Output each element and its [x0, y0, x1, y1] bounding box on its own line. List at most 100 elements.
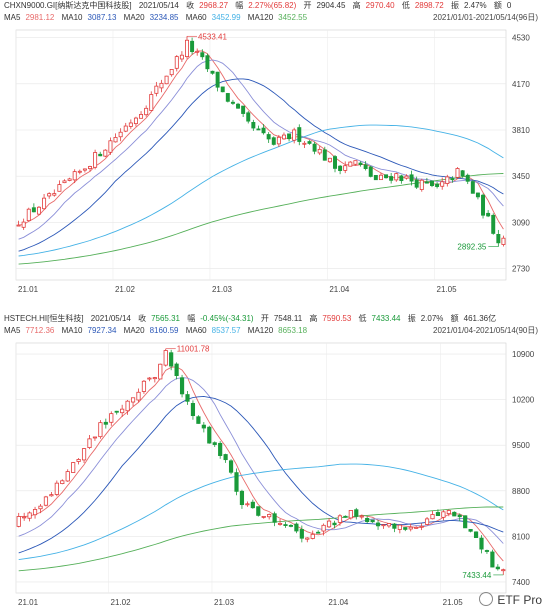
ma60-name: MA60	[185, 326, 207, 335]
candle-body	[128, 122, 133, 127]
candle-body	[441, 511, 446, 518]
candle-body	[190, 403, 196, 417]
close-label: 收	[186, 1, 195, 10]
ma5-line	[18, 50, 504, 230]
ma10-value: 3087.13	[87, 13, 117, 22]
candle-body	[108, 140, 113, 153]
candle-body	[337, 515, 343, 523]
candle-body	[305, 537, 310, 540]
candle-body	[297, 127, 302, 142]
candle-body	[36, 206, 41, 215]
ma120-name: MA120	[247, 13, 274, 22]
candle-body	[43, 496, 49, 506]
candle-body	[326, 520, 332, 528]
max-price-label: 4533.41	[198, 32, 227, 41]
candle-body	[358, 162, 363, 165]
candle-body	[92, 436, 98, 439]
candle-body	[468, 529, 473, 532]
candle-body	[307, 141, 312, 144]
candle-body	[114, 410, 119, 413]
candle-body	[435, 183, 440, 187]
candle-body	[234, 472, 239, 492]
candle-body	[154, 85, 159, 94]
candle-body	[359, 515, 364, 518]
candle-body	[185, 39, 189, 57]
y-tick-label: 2730	[512, 264, 530, 273]
candle-body	[481, 194, 486, 216]
candle-body	[479, 537, 484, 550]
candle-body	[266, 134, 271, 140]
candle-body	[475, 192, 480, 198]
open-value: 2904.45	[316, 1, 346, 10]
candle-body	[164, 75, 169, 85]
ma20-name: MA20	[123, 326, 145, 335]
candle-body	[292, 129, 297, 141]
candle-body	[158, 363, 163, 380]
candle-body	[118, 131, 123, 138]
candle-body	[218, 442, 223, 456]
change-value: -0.45%(-34.31)	[200, 314, 254, 323]
candle-body	[38, 505, 43, 510]
candle-body	[201, 424, 206, 429]
candle-body	[299, 529, 304, 539]
candle-body	[77, 170, 82, 173]
amplitude-label: 振	[407, 314, 416, 323]
change-value: 2.27%(65.82)	[248, 1, 297, 10]
chart-panel-chxn9000: CHXN9000.GI[纳斯达克中国科技股] 2021/05/14 收 2968.…	[0, 0, 550, 300]
max-price-label: 11001.78	[177, 345, 210, 354]
candle-body	[42, 197, 47, 210]
candle-body	[123, 125, 128, 132]
x-tick-label: 21.01	[18, 598, 39, 607]
candle-body	[470, 181, 475, 194]
candle-body	[343, 515, 348, 518]
ma20-line	[18, 78, 504, 252]
candle-body	[120, 408, 125, 414]
candle-body	[149, 94, 154, 111]
candle-body	[81, 448, 87, 461]
candle-body	[333, 156, 337, 169]
candle-body	[88, 166, 92, 169]
candle-body	[294, 523, 299, 532]
candle-body	[16, 516, 21, 527]
candle-body	[190, 40, 195, 53]
candle-body	[52, 193, 57, 196]
candle-body	[246, 112, 251, 122]
quote-header: CHXN9000.GI[纳斯达克中国科技股] 2021/05/14 收 2968.…	[0, 0, 550, 24]
candle-body	[31, 207, 36, 213]
candle-body	[174, 363, 179, 377]
candlestick-chart: 10900 10200 9500 8800 8100 7400 21.01 21.02 21.0…	[15, 342, 535, 607]
candle-body	[125, 400, 130, 412]
candle-body	[82, 168, 87, 171]
ma10-name: MA10	[61, 326, 83, 335]
candle-body	[93, 152, 98, 168]
low-label: 低	[358, 314, 367, 323]
candle-body	[272, 513, 277, 523]
y-tick-label: 3810	[512, 126, 530, 135]
index-code: CHXN9000.GI[纳斯达克中国科技股]	[4, 1, 132, 10]
ma20-value: 3234.85	[149, 13, 179, 22]
candle-body	[225, 93, 230, 102]
date-range: 2021/01/01-2021/05/14(96日)	[433, 13, 538, 22]
ma5-value: 2981.12	[25, 13, 55, 22]
candle-body	[386, 523, 392, 527]
candle-body	[169, 69, 174, 76]
candlestick-chart: 4530 4170 3810 3450 3090 2730 21.01 21.02 21.03 2…	[15, 29, 530, 294]
quote-header: HSTECH.HI[恒生科技] 2021/05/14 收 7565.31 幅 -0.…	[0, 313, 550, 337]
candle-body	[71, 462, 76, 473]
ma10-line	[18, 59, 504, 240]
candle-body	[256, 128, 261, 131]
ma20-value: 8160.59	[149, 326, 179, 335]
candle-body	[144, 107, 149, 116]
candle-body	[389, 176, 394, 181]
candle-body	[261, 515, 266, 518]
logo-icon	[479, 592, 494, 606]
candle-body	[353, 160, 358, 165]
candle-body	[159, 82, 164, 89]
candle-body	[363, 164, 368, 170]
candle-body	[276, 136, 281, 145]
ma60-line	[18, 124, 504, 257]
candle-body	[375, 522, 381, 527]
candle-body	[49, 494, 54, 497]
candle-body	[271, 137, 276, 145]
y-tick-label: 3450	[512, 172, 530, 181]
